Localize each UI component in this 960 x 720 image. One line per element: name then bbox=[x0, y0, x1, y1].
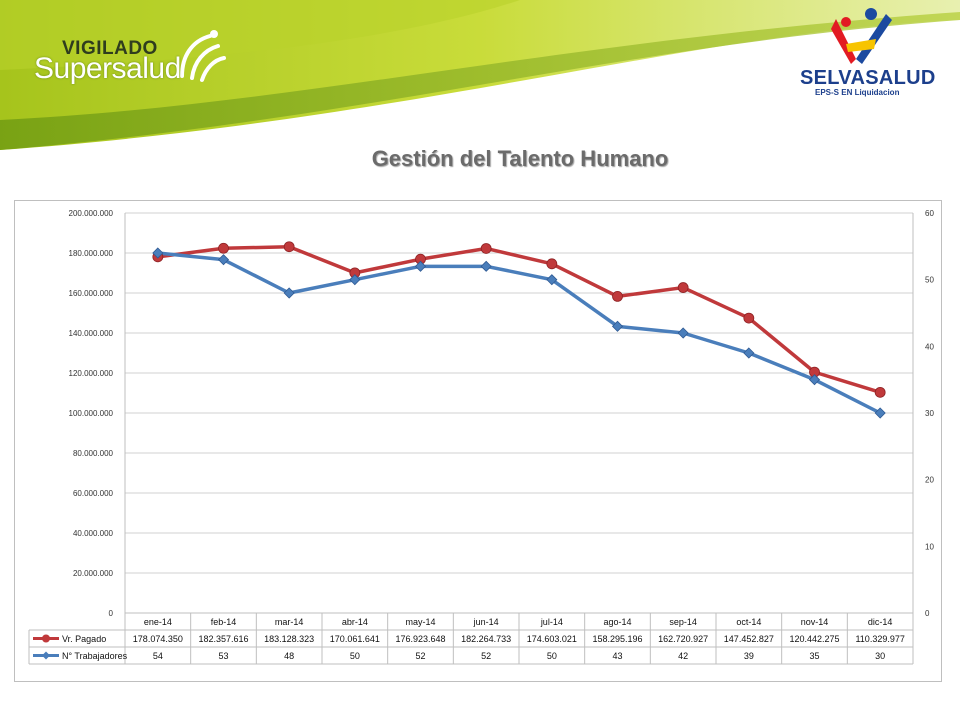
series-line-2 bbox=[157, 251, 881, 415]
y-left-tick-label: 60.000.000 bbox=[73, 489, 114, 498]
category-label: may-14 bbox=[405, 617, 435, 627]
data-point-vr-pagado bbox=[743, 312, 755, 324]
header-swoosh-background bbox=[0, 0, 960, 150]
table-cell-value: 50 bbox=[547, 651, 557, 661]
table-cell-value: 176.923.648 bbox=[395, 634, 445, 644]
y-left-tick-label: 180.000.000 bbox=[69, 249, 114, 258]
table-cell-value: 50 bbox=[350, 651, 360, 661]
category-label: jun-14 bbox=[473, 617, 499, 627]
logo-vigilado-text: VIGILADO bbox=[62, 38, 158, 59]
y-right-tick-label: 30 bbox=[925, 409, 934, 418]
legend-marker-2 bbox=[42, 651, 50, 660]
y-left-tick-label: 120.000.000 bbox=[69, 369, 114, 378]
selvasalud-logo-icon bbox=[831, 8, 892, 64]
data-point-trabajadores bbox=[283, 287, 295, 299]
legend-series-name: N° Trabajadores bbox=[62, 651, 128, 661]
table-cell-value: 35 bbox=[809, 651, 819, 661]
table-cell-value: 182.357.616 bbox=[198, 634, 248, 644]
category-label: sep-14 bbox=[669, 617, 697, 627]
category-label: ago-14 bbox=[603, 617, 631, 627]
category-label: abr-14 bbox=[342, 617, 368, 627]
table-cell-value: 54 bbox=[153, 651, 163, 661]
data-point-trabajadores bbox=[414, 260, 427, 272]
data-point-trabajadores bbox=[546, 274, 558, 286]
legend-marker-1 bbox=[42, 634, 50, 643]
table-cell-value: 170.061.641 bbox=[330, 634, 380, 644]
y-right-tick-label: 60 bbox=[925, 209, 934, 218]
y-left-tick-label: 140.000.000 bbox=[69, 329, 114, 338]
category-label: ene-14 bbox=[144, 617, 172, 627]
y-left-tick-label: 200.000.000 bbox=[69, 209, 114, 218]
data-point-trabajadores bbox=[611, 320, 624, 332]
supersalud-logo-icon bbox=[180, 30, 226, 82]
table-cell-value: 162.720.927 bbox=[658, 634, 708, 644]
category-label: dic-14 bbox=[868, 617, 893, 627]
table-cell-value: 30 bbox=[875, 651, 885, 661]
data-point-trabajadores bbox=[349, 274, 361, 286]
y-right-tick-label: 0 bbox=[925, 609, 930, 618]
logo-subtitle-text: EPS-S EN Liquidacion bbox=[815, 88, 900, 97]
data-point-vr-pagado bbox=[874, 386, 886, 398]
chart-container: 0 20.000.000 40.000.000 60.000.000 80.000.00… bbox=[14, 200, 942, 682]
data-point-trabajadores bbox=[808, 374, 821, 386]
table-cell-value: 147.452.827 bbox=[724, 634, 774, 644]
table-cell-value: 110.329.977 bbox=[855, 634, 904, 644]
table-cell-value: 52 bbox=[415, 651, 425, 661]
table-cell-value: 158.295.196 bbox=[592, 634, 642, 644]
y-right-tick-label: 50 bbox=[925, 276, 934, 285]
category-label: nov-14 bbox=[801, 617, 829, 627]
legend-series-name: Vr. Pagado bbox=[62, 634, 106, 644]
category-label: oct-14 bbox=[736, 617, 761, 627]
y-left-tick-label: 40.000.000 bbox=[73, 529, 114, 538]
y-left-tick-label: 80.000.000 bbox=[73, 449, 114, 458]
y-right-tick-label: 40 bbox=[925, 342, 934, 351]
data-point-vr-pagado bbox=[480, 243, 492, 254]
table-cell-value: 48 bbox=[284, 651, 294, 661]
data-point-vr-pagado bbox=[612, 291, 623, 302]
y-left-tick-label: 0 bbox=[109, 609, 114, 618]
data-point-trabajadores bbox=[217, 254, 230, 266]
category-label: mar-14 bbox=[275, 617, 304, 627]
data-point-trabajadores bbox=[677, 327, 689, 339]
table-cell-value: 53 bbox=[218, 651, 228, 661]
table-cell-value: 39 bbox=[744, 651, 754, 661]
data-point-vr-pagado bbox=[677, 282, 689, 293]
y-left-tick-label: 160.000.000 bbox=[69, 289, 114, 298]
line-chart: 0 20.000.000 40.000.000 60.000.000 80.000.00… bbox=[28, 209, 934, 665]
y-right-tick-label: 10 bbox=[925, 542, 934, 551]
logo-supersalud-text: Supersalud bbox=[34, 52, 181, 85]
table-cell-value: 43 bbox=[612, 651, 622, 661]
table-cell-value: 42 bbox=[678, 651, 688, 661]
table-cell-value: 174.603.021 bbox=[527, 634, 577, 644]
data-point-trabajadores bbox=[152, 247, 164, 259]
y-right-tick-label: 20 bbox=[925, 476, 934, 485]
series-line-1 bbox=[157, 244, 881, 395]
logo-selvasalud-text: SELVASALUD bbox=[800, 67, 936, 89]
data-point-trabajadores bbox=[743, 347, 755, 359]
data-point-vr-pagado bbox=[546, 258, 558, 270]
data-point-trabajadores bbox=[480, 260, 492, 272]
data-point-vr-pagado bbox=[283, 241, 295, 253]
page-title: Gestión del Talento Humano bbox=[371, 146, 669, 171]
table-cell-value: 182.264.733 bbox=[461, 634, 511, 644]
y-left-tick-label: 20.000.000 bbox=[73, 569, 114, 578]
data-point-vr-pagado bbox=[218, 242, 229, 254]
data-point-trabajadores bbox=[874, 407, 886, 419]
table-cell-value: 52 bbox=[481, 651, 491, 661]
table-cell-value: 120.442.275 bbox=[789, 634, 839, 644]
table-cell-value: 178.074.350 bbox=[133, 634, 183, 644]
category-label: feb-14 bbox=[211, 617, 237, 627]
table-cell-value: 183.128.323 bbox=[264, 634, 314, 644]
category-label: jul-14 bbox=[540, 617, 563, 627]
y-left-tick-label: 100.000.000 bbox=[69, 409, 114, 418]
